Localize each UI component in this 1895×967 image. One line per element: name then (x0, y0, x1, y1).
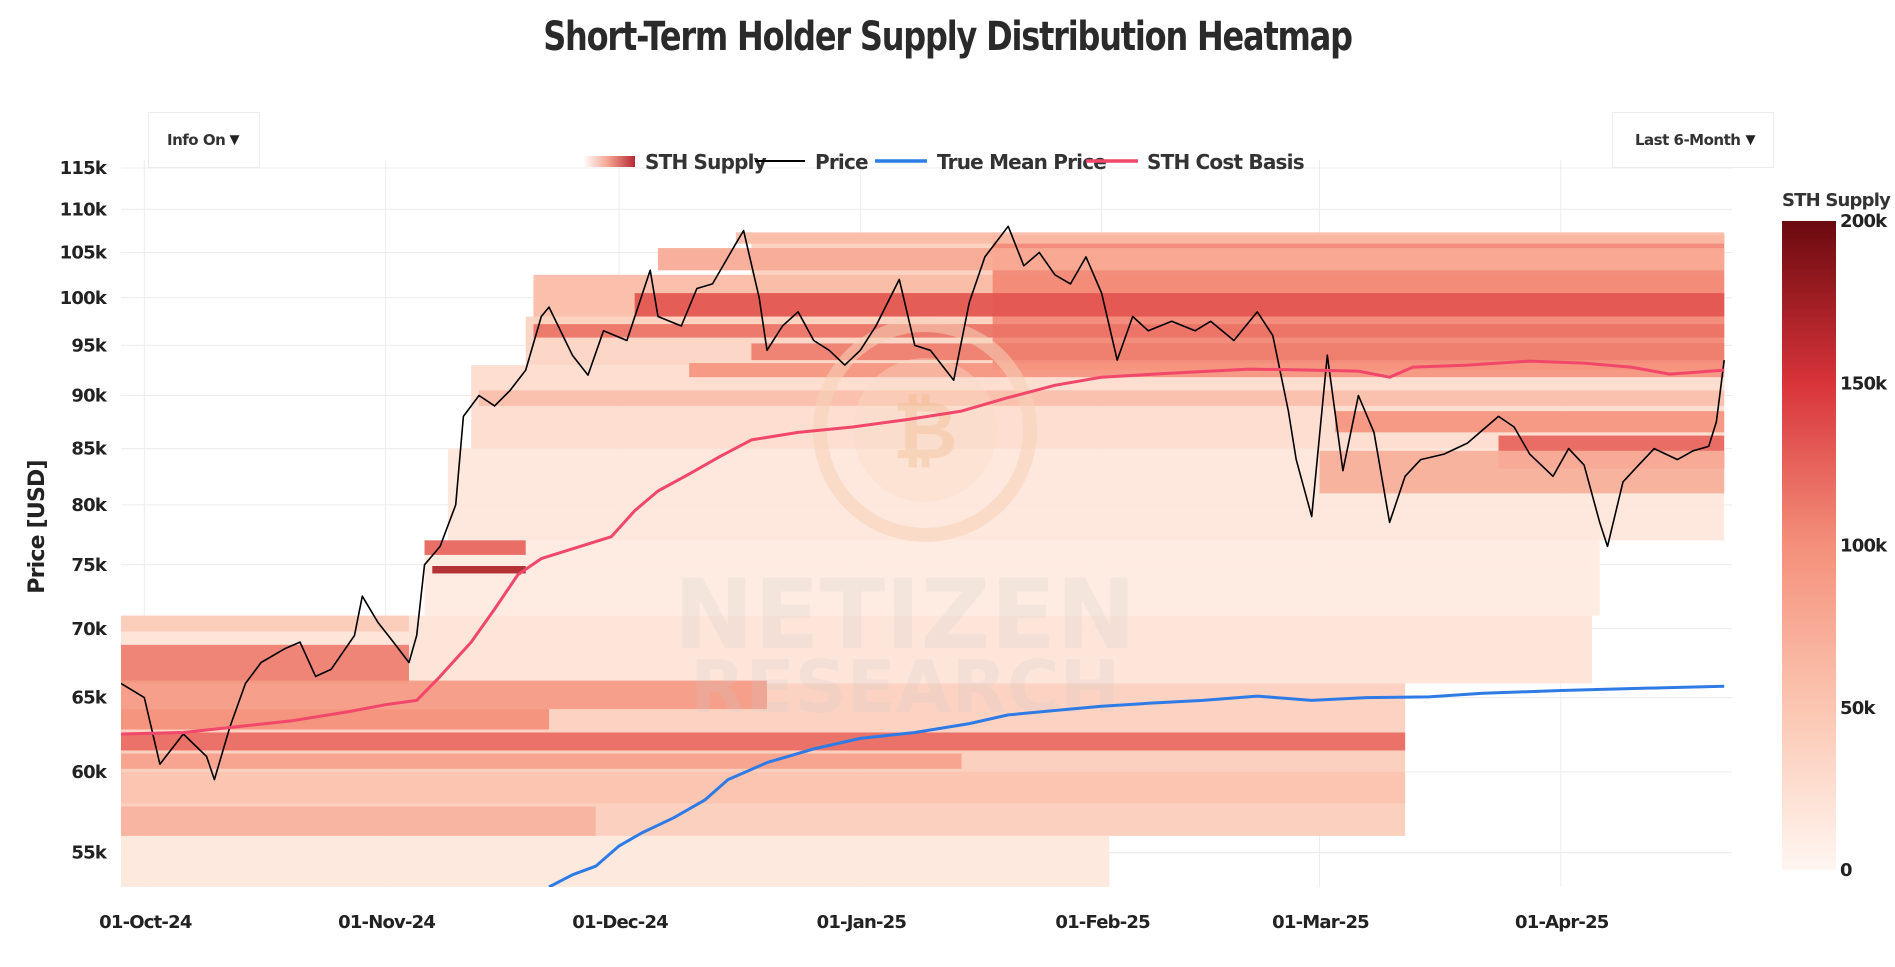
y-tick-label: 105k (60, 242, 108, 263)
watermark-logo: ₿ NETIZEN RESEARCH (674, 318, 1137, 729)
time-range-dropdown[interactable]: Last 6-Month ▼ (1612, 112, 1774, 168)
supply-band (735, 232, 1725, 244)
y-tick-label: 90k (71, 386, 107, 407)
chart-title: Short-Term Holder Supply Distribution He… (543, 14, 1353, 60)
info-toggle-dropdown[interactable]: Info On ▼ (148, 112, 260, 168)
y-tick-label: 115k (60, 158, 108, 179)
supply-heatmap (121, 232, 1725, 887)
supply-band (1335, 411, 1725, 433)
y-tick-label: 55k (71, 843, 107, 864)
colorbar-gradient (1782, 221, 1836, 870)
x-tick-label: 01-Nov-24 (338, 912, 435, 933)
watermark-line-1: NETIZEN (674, 559, 1137, 671)
supply-band (121, 771, 1406, 804)
supply-band (121, 615, 409, 632)
x-tick-label: 01-Dec-24 (572, 912, 668, 933)
y-tick-label: 110k (60, 199, 108, 220)
supply-band (121, 835, 1110, 887)
time-range-label: Last 6-Month (1635, 131, 1741, 149)
legend-label-price: Price (815, 150, 868, 174)
y-axis-label: Price [USD] (25, 460, 50, 593)
svg-text:₿: ₿ (892, 384, 957, 477)
colorbar-tick-label: 100k (1840, 536, 1888, 557)
supply-band (1319, 450, 1725, 494)
watermark-line-2: RESEARCH (690, 645, 1120, 729)
sth-cost-basis-line (121, 359, 1725, 736)
supply-band (121, 753, 962, 769)
x-tick-label: 01-Apr-25 (1515, 912, 1609, 933)
y-tick-label: 85k (71, 439, 107, 460)
legend-swatch-sth-supply (583, 156, 635, 167)
supply-band (121, 732, 1406, 751)
price-line (121, 225, 1725, 781)
y-tick-label: 65k (71, 688, 107, 709)
colorbar-tick-label: 200k (1840, 211, 1888, 232)
chevron-down-icon: ▼ (226, 130, 243, 149)
legend: STH Supply Price True Mean Price STH Cos… (583, 150, 1305, 174)
supply-band (751, 343, 1725, 361)
supply-band (121, 644, 409, 684)
x-axis-ticks: 01-Oct-24 01-Nov-24 01-Dec-24 01-Jan-25 01-F… (99, 912, 1609, 933)
y-tick-label: 60k (71, 762, 107, 783)
y-tick-label: 70k (71, 619, 107, 640)
series-lines (121, 225, 1725, 887)
colorbar-tick-label: 150k (1840, 373, 1888, 394)
y-tick-label: 100k (60, 288, 108, 309)
supply-band (121, 806, 596, 836)
legend-label-sth-supply: STH Supply (645, 150, 767, 174)
info-toggle-label: Info On (167, 131, 226, 149)
colorbar-tick-label: 50k (1840, 698, 1876, 719)
supply-band (533, 324, 1725, 338)
true-mean-price-line (548, 684, 1725, 887)
legend-label-sth-cost-basis: STH Cost Basis (1147, 150, 1304, 174)
y-tick-label: 95k (71, 335, 107, 356)
colorbar-title: STH Supply (1782, 190, 1891, 211)
chevron-down-icon: ▼ (1742, 130, 1759, 149)
supply-band (424, 540, 526, 555)
y-tick-label: 75k (71, 555, 107, 576)
supply-band (432, 565, 526, 574)
x-tick-label: 01-Feb-25 (1055, 912, 1150, 933)
y-tick-label: 80k (71, 495, 107, 516)
supply-band (121, 709, 550, 730)
supply-band (121, 680, 767, 710)
colorbar: STH Supply 0 50k 100k 150k 200k (1782, 190, 1892, 881)
x-tick-label: 01-Jan-25 (817, 912, 907, 933)
supply-band (658, 248, 1725, 271)
supply-band (424, 540, 1600, 616)
supply-band (479, 390, 1725, 406)
y-axis-ticks: 55k 60k 65k 70k 75k 80k 85k 90k 95k 100k 105k 110k 1… (60, 158, 109, 864)
x-tick-label: 01-Oct-24 (99, 912, 192, 933)
x-tick-label: 01-Mar-25 (1272, 912, 1369, 933)
legend-label-true-mean-price: True Mean Price (937, 150, 1106, 174)
colorbar-tick-label: 0 (1840, 860, 1852, 881)
